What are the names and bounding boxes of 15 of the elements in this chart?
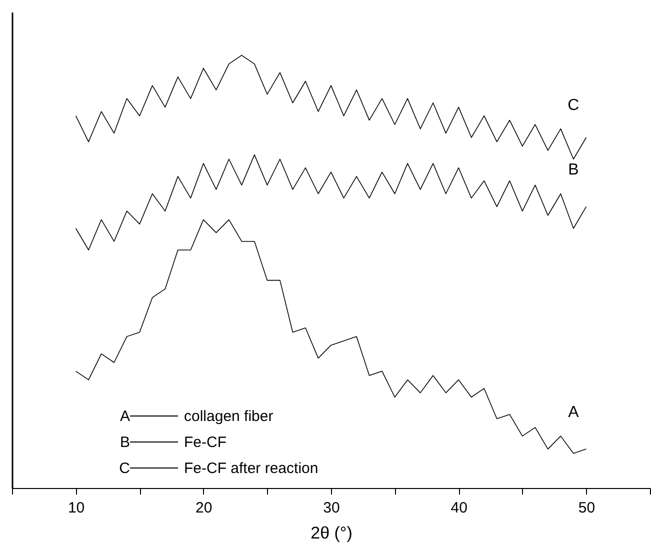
- text: B: [120, 434, 130, 451]
- annotation: A: [568, 404, 580, 422]
- x-tick-label: 40: [450, 500, 468, 516]
- text: C: [119, 460, 130, 477]
- annotation: B: [568, 162, 579, 179]
- x-tick-label: 30: [323, 500, 340, 516]
- annotation: C: [568, 96, 580, 114]
- text: A: [120, 408, 130, 425]
- legend-label: Fe-CF: [184, 434, 226, 451]
- x-tick-label: 50: [578, 500, 596, 516]
- x-tick-label: 10: [68, 500, 85, 516]
- x-axis-title: 2θ (°): [310, 524, 352, 542]
- legend-label: Fe-CF after reaction: [184, 460, 318, 477]
- x-tick-label: 20: [196, 500, 212, 516]
- legend-label: collagen fiber: [184, 408, 274, 425]
